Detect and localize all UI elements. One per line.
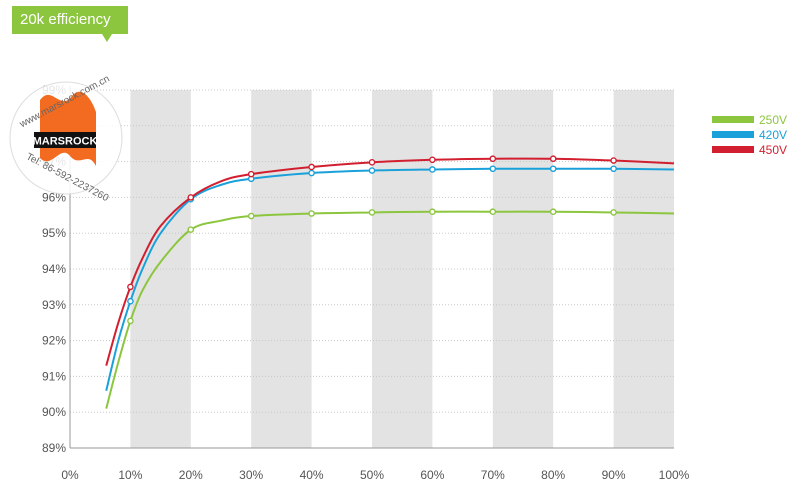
series-450V xyxy=(105,155,675,366)
data-point-450V xyxy=(610,157,617,164)
x-tick-label: 60% xyxy=(420,468,444,482)
x-tick-label: 10% xyxy=(118,468,142,482)
y-tick-label: 93% xyxy=(42,298,66,312)
series-420V xyxy=(105,165,675,391)
y-tick-label: 92% xyxy=(42,334,66,348)
x-tick-label: 0% xyxy=(61,468,79,482)
data-point-450V xyxy=(429,156,436,164)
legend-label-250V: 250V xyxy=(759,113,787,127)
legend-swatch-420V xyxy=(712,131,754,138)
series-lines xyxy=(105,155,675,409)
data-point-250V xyxy=(610,209,617,216)
data-point-420V xyxy=(429,166,436,173)
data-point-420V xyxy=(127,297,134,305)
y-tick-label: 90% xyxy=(42,405,66,419)
legend-swatch-250V xyxy=(712,116,754,123)
shaded-bands xyxy=(130,90,674,448)
data-point-420V xyxy=(308,169,315,177)
legend-label-450V: 450V xyxy=(759,143,787,157)
shaded-band-1 xyxy=(251,90,312,448)
data-point-450V xyxy=(247,170,255,178)
x-tick-label: 70% xyxy=(481,468,505,482)
data-point-450V xyxy=(368,159,376,166)
legend-label-420V: 420V xyxy=(759,128,787,142)
y-tick-label: 95% xyxy=(42,226,66,240)
series-250V xyxy=(105,208,675,409)
data-point-420V xyxy=(610,165,617,173)
x-tick-label: 40% xyxy=(300,468,324,482)
chart-title: 20k efficiency xyxy=(12,6,128,42)
data-point-250V xyxy=(368,209,376,216)
data-point-420V xyxy=(489,165,497,173)
x-tick-label: 100% xyxy=(659,468,690,482)
data-point-250V xyxy=(429,208,436,216)
legend-swatch-450V xyxy=(712,146,754,153)
data-point-250V xyxy=(489,208,497,216)
x-tick-label: 30% xyxy=(239,468,263,482)
data-point-450V xyxy=(308,163,315,171)
x-tick-label: 90% xyxy=(602,468,626,482)
logo-watermark: MARSROCK www.marsrock.com.cn Tel: 86-592… xyxy=(9,73,123,204)
data-point-250V xyxy=(187,226,195,233)
data-point-450V xyxy=(127,283,134,291)
y-tick-label: 89% xyxy=(42,441,66,455)
data-point-250V xyxy=(247,212,255,220)
data-point-450V xyxy=(187,194,195,201)
data-point-420V xyxy=(549,165,557,173)
data-point-250V xyxy=(549,208,557,216)
y-tick-label: 94% xyxy=(42,262,66,276)
data-point-250V xyxy=(127,317,134,325)
data-point-420V xyxy=(368,167,376,174)
x-tick-label: 20% xyxy=(179,468,203,482)
data-point-450V xyxy=(549,155,557,163)
y-tick-label: 91% xyxy=(42,369,66,383)
data-point-450V xyxy=(489,155,497,163)
x-tick-label: 50% xyxy=(360,468,384,482)
logo-brand: MARSROCK xyxy=(33,136,98,148)
x-tick-label: 80% xyxy=(541,468,565,482)
shaded-band-2 xyxy=(372,90,433,448)
data-point-250V xyxy=(308,210,315,217)
